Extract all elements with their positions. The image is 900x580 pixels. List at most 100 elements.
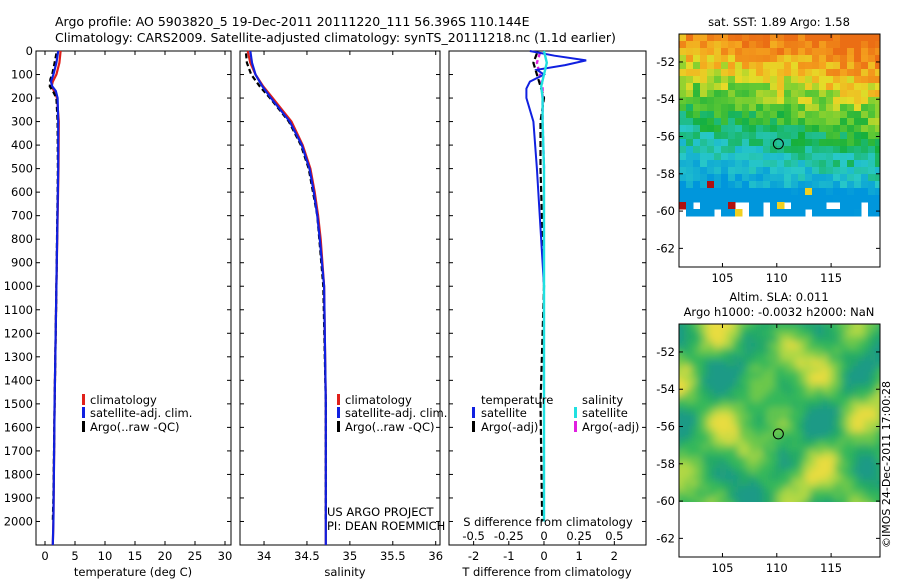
sla-cell [852,402,859,409]
sst-cell [679,62,687,70]
sla-cell [840,444,847,451]
sla-cell [858,450,865,457]
sla-cell [786,468,793,475]
sst-cell [840,181,848,189]
sla-cell [846,426,853,433]
sst-cell [798,83,806,91]
sla-cell [750,486,757,493]
sla-cell [810,348,817,355]
sla-cell [852,342,859,349]
sst-cell [826,41,834,49]
sla-cell [702,444,709,451]
sst-cell [763,174,771,182]
sla-cell [750,408,757,415]
sst-cell [833,97,841,105]
sla-cell [732,456,739,463]
sla-cell [876,348,880,355]
sst-cell [728,195,736,203]
sst-cell [791,97,799,105]
sla-cell [870,378,877,385]
sla-cell [882,318,889,325]
sla-cell [852,558,859,565]
sst-cell [798,48,806,56]
sst-cell [777,125,785,133]
sst-cell [686,167,694,175]
sla-cell [679,426,685,433]
sla-cell [780,402,787,409]
depth-tick-label: 2000 [4,514,33,528]
sla-cell [696,336,703,343]
sla-cell [828,474,835,481]
sst-cell [693,195,701,203]
sla-cell [792,408,799,415]
sst-cell [742,118,750,126]
sst-cell [826,69,834,77]
sla-map-panel: Altim. SLA: 0.011 Argo h1000: -0.0032 h2… [656,290,889,575]
sst-cell [861,188,869,196]
sst-cell [714,139,722,147]
sst-cell [791,188,799,196]
sla-cell [858,396,865,403]
sla-cell [732,336,739,343]
sla-cell [816,438,823,445]
sst-cell [819,111,827,119]
sla-cell [738,336,745,343]
sla-cell [804,498,811,505]
sst-cell [770,69,778,77]
sla-cell [756,444,763,451]
temperature-panel: 0100200300400500600700800900100011001200… [4,44,233,579]
sla-cell [816,492,823,499]
sst-cell [861,132,869,140]
sla-cell [714,330,721,337]
sst-cell [693,118,701,126]
sla-cell [768,432,775,439]
sla-cell [780,492,787,499]
sla-cell [786,432,793,439]
sst-cell [819,167,827,175]
sst-cell [868,188,876,196]
sla-cell [786,480,793,487]
sst-cell [749,90,757,98]
sla-cell [882,324,889,331]
sla-cell [738,330,745,337]
sst-cell [805,153,813,161]
sst-cell [693,139,701,147]
sst-cell [840,97,848,105]
sla-cell [738,324,745,331]
sst-cell [749,83,757,91]
sla-cell [792,396,799,403]
sst-cell [707,160,715,168]
sla-cell [696,498,703,505]
figure-title-line1: Argo profile: AO 5903820_5 19-Dec-2011 2… [55,14,530,29]
sla-cell [690,480,697,487]
sla-cell [738,384,745,391]
sst-cell [749,146,757,154]
sst-cell [728,97,736,105]
sla-cell [726,348,733,355]
sst-cell [875,90,880,98]
sst-cell [784,76,792,84]
sla-cell [732,480,739,487]
sst-cell [819,55,827,63]
sla-cell [726,390,733,397]
sla-cell [792,330,799,337]
sla-cell [792,342,799,349]
sla-cell [816,408,823,415]
sla-cell [696,456,703,463]
sst-cell [868,181,876,189]
sla-cell [804,432,811,439]
sla-cell [744,456,751,463]
sst-cell [833,174,841,182]
sla-cell [708,372,715,379]
sla-cell [840,366,847,373]
sla-cell [762,342,769,349]
sst-cell [791,90,799,98]
argo-position-marker [772,428,784,440]
sst-cell [833,118,841,126]
sla-cell [834,402,841,409]
sla-cell [702,408,709,415]
sla-cell [798,558,805,565]
sst-cell [714,153,722,161]
sla-cell [672,330,679,337]
sst-cell [686,34,694,42]
